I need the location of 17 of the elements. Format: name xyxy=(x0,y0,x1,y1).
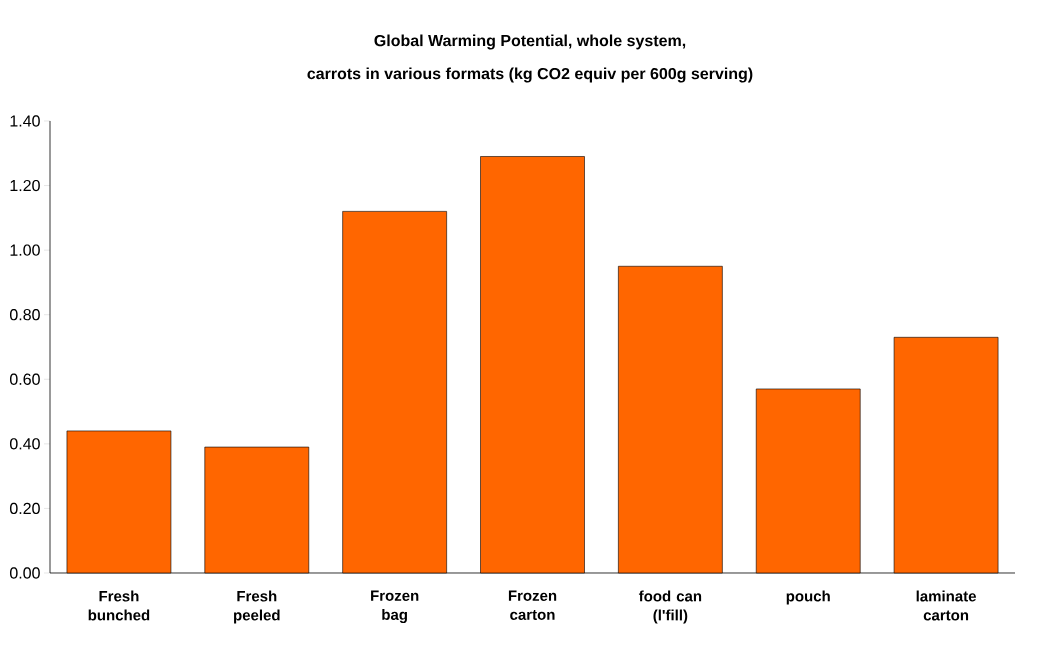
y-tick-label: 1.00 xyxy=(10,244,40,256)
y-tick-label: 0.60 xyxy=(9,373,40,385)
y-tick-label: 0.40 xyxy=(9,438,40,450)
chart-subtitle: carrots in various formats (kg CO2 equiv per 600g serving) xyxy=(307,67,753,83)
y-tick-label: 0.80 xyxy=(9,309,40,321)
x-tick-label: Fresh peeled xyxy=(234,590,280,624)
y-tick-label: 0.20 xyxy=(9,502,40,515)
x-tick-label: Fresh bunched xyxy=(88,590,150,621)
y-tick-label: 1.40 xyxy=(10,115,40,127)
x-tick-label: laminate carton xyxy=(916,590,976,621)
x-tick-label: Frozen bag xyxy=(371,590,419,623)
x-tick-label: pouch xyxy=(786,590,830,605)
x-tick-label: Frozen carton xyxy=(508,590,557,620)
y-tick-label: 1.20 xyxy=(10,179,40,192)
chart-title: Global Warming Potential, whole system, xyxy=(374,34,686,50)
x-tick-label: food can (l'fill) xyxy=(638,590,702,624)
y-tick-label: 0.00 xyxy=(9,567,40,579)
